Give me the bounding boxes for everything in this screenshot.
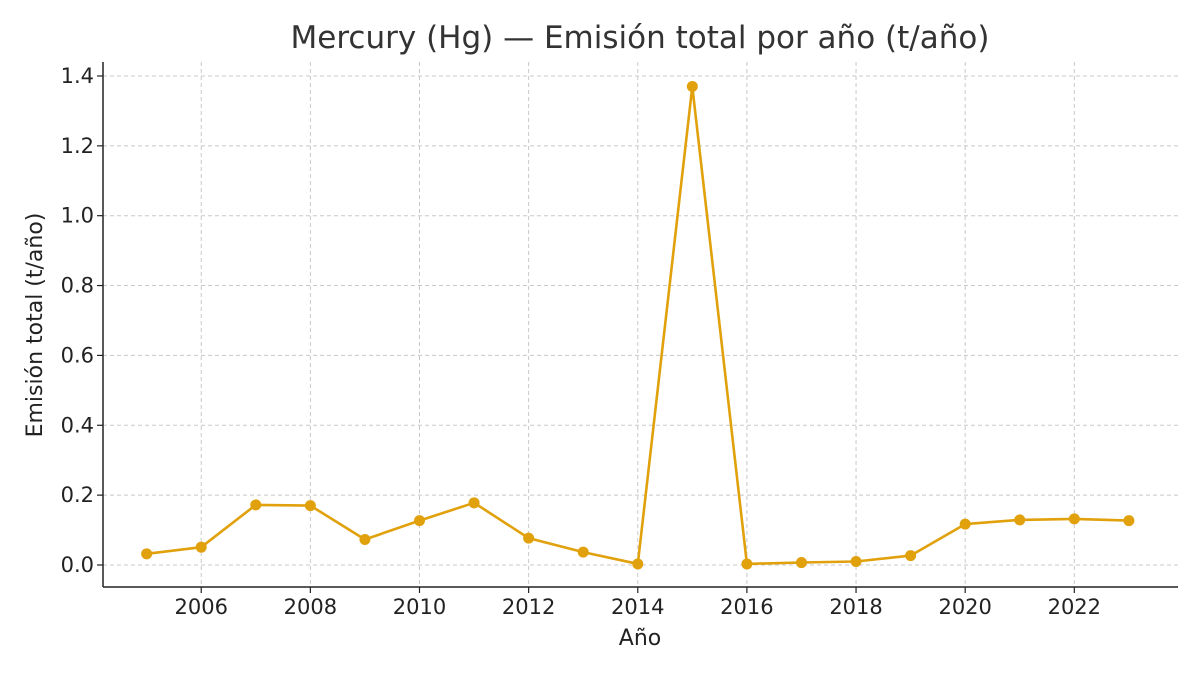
y-tick-label: 1.0 [61,204,94,228]
x-tick-label: 2014 [611,595,664,619]
x-axis-label: Año [619,626,661,651]
data-point [686,80,698,92]
data-point [195,541,207,553]
data-point [577,546,589,558]
data-point [1014,514,1026,526]
data-point [468,497,480,509]
data-point [413,515,425,527]
y-tick-label: 1.2 [61,134,94,158]
y-ticks: 0.0 0.2 0.4 0.6 0.8 1.0 1.2 1.4 [61,64,103,577]
y-tick-label: 0.2 [61,483,94,507]
data-point [523,532,535,544]
data-point [850,556,862,568]
x-ticks: 2006 2008 2010 2012 2014 2016 2018 2020 2022 [174,587,1101,619]
x-tick-label: 2020 [938,595,991,619]
chart-title: Mercury (Hg) — Emisión total por año (t/… [291,20,990,56]
data-point [1068,513,1080,525]
data-point [905,550,917,562]
data-point [359,533,371,545]
y-tick-label: 0.6 [61,343,94,367]
x-tick-label: 2022 [1048,595,1101,619]
y-tick-label: 0.0 [61,553,94,577]
data-point [959,518,971,530]
y-axis-label: Emisión total (t/año) [23,213,48,438]
x-tick-label: 2012 [502,595,555,619]
x-tick-label: 2016 [720,595,773,619]
grid [103,62,1178,587]
data-point [1123,515,1135,527]
data-point [304,500,316,512]
x-tick-label: 2018 [829,595,882,619]
y-tick-label: 0.4 [61,413,94,437]
y-tick-label: 1.4 [61,64,94,88]
axes [102,62,1178,588]
x-tick-label: 2008 [284,595,337,619]
data-point [795,557,807,569]
data-point [741,558,753,570]
x-tick-label: 2006 [174,595,227,619]
series [141,80,1135,570]
x-tick-label: 2010 [393,595,446,619]
y-tick-label: 0.8 [61,274,94,298]
data-point [632,558,644,570]
data-point [250,499,262,511]
data-point [141,548,153,560]
